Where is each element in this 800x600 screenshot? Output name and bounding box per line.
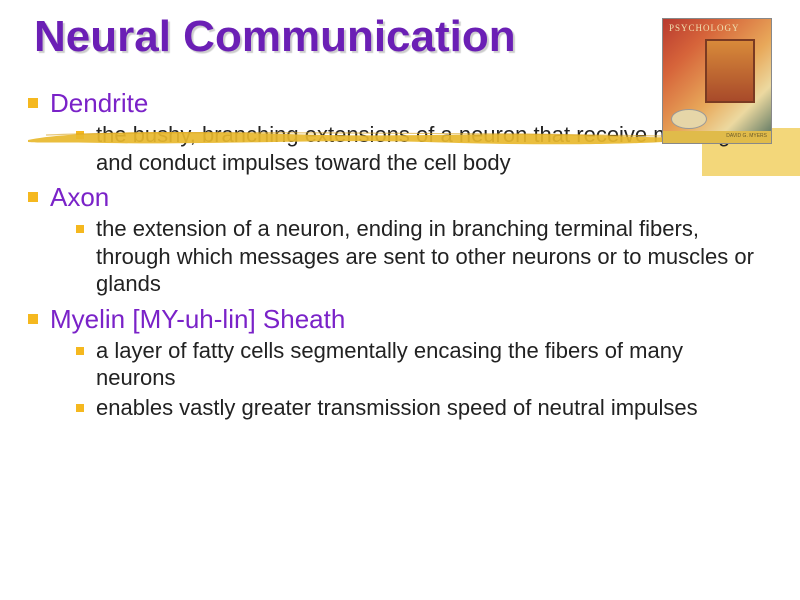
list-item: a layer of fatty cells segmentally encas… (76, 337, 774, 392)
textbook-thumbnail: PSYCHOLOGY DAVID G. MYERS (662, 18, 782, 168)
list-item: enables vastly greater transmission spee… (76, 394, 774, 422)
term-label: Axon (50, 182, 109, 213)
definition-text: a layer of fatty cells segmentally encas… (96, 337, 774, 392)
term-label: Dendrite (50, 88, 148, 119)
definition-text: the extension of a neuron, ending in bra… (96, 215, 774, 298)
term-label: Myelin [MY-uh-lin] Sheath (50, 304, 345, 335)
bullet-icon (76, 347, 84, 355)
book-cover-title: PSYCHOLOGY (669, 23, 740, 33)
bullet-icon (28, 98, 38, 108)
list-item: Myelin [MY-uh-lin] Sheath a layer of fat… (28, 304, 774, 422)
bullet-icon (76, 131, 84, 139)
bullet-icon (28, 314, 38, 324)
book-author: DAVID G. MYERS (663, 131, 771, 143)
bullet-icon (76, 404, 84, 412)
bullet-icon (28, 192, 38, 202)
list-item: the extension of a neuron, ending in bra… (76, 215, 774, 298)
definition-text: enables vastly greater transmission spee… (96, 394, 708, 422)
book-cover: PSYCHOLOGY DAVID G. MYERS (662, 18, 772, 144)
list-item: Axon the extension of a neuron, ending i… (28, 182, 774, 298)
bullet-icon (76, 225, 84, 233)
